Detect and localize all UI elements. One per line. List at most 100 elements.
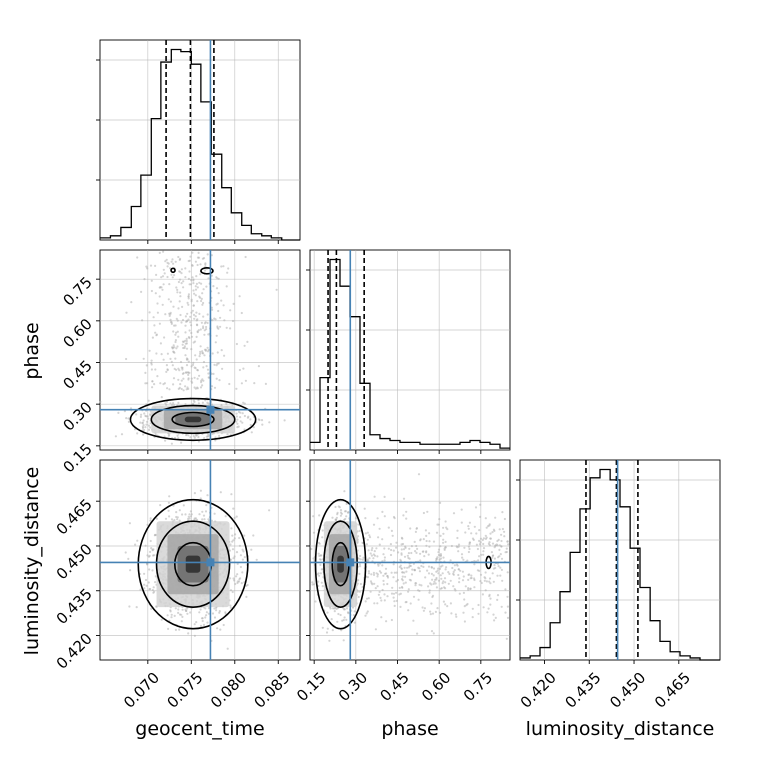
sample-point — [320, 554, 323, 557]
sample-point — [243, 428, 246, 431]
sample-point — [359, 554, 362, 558]
sample-point — [437, 579, 441, 582]
sample-point — [467, 550, 470, 554]
sample-point — [498, 555, 501, 558]
sample-point — [193, 386, 196, 389]
sample-point — [168, 314, 171, 317]
sample-point — [185, 371, 188, 374]
sample-point — [176, 434, 179, 437]
sample-point — [331, 629, 334, 632]
sample-point — [443, 548, 446, 552]
sample-point — [400, 585, 404, 589]
sample-point — [154, 292, 157, 295]
sample-point — [163, 382, 166, 385]
sample-point — [173, 274, 176, 277]
sample-point — [433, 580, 436, 583]
sample-point — [432, 540, 436, 543]
sample-point — [430, 602, 433, 605]
sample-point — [163, 272, 166, 275]
sample-point — [410, 545, 413, 548]
sample-point — [249, 423, 252, 427]
sample-point — [147, 555, 151, 558]
sample-point — [184, 276, 187, 279]
sample-point — [205, 611, 208, 614]
sample-point — [447, 571, 450, 574]
y-tick-label: 0.30 — [59, 398, 95, 434]
sample-point — [412, 562, 415, 565]
sample-point — [215, 287, 219, 290]
sample-point — [346, 611, 350, 614]
sample-point — [250, 548, 253, 551]
sample-point — [382, 583, 385, 586]
sample-point — [439, 574, 442, 577]
sample-point — [395, 599, 398, 603]
sample-point — [401, 575, 404, 578]
x-tick-label: 0.070 — [120, 669, 163, 712]
sample-point — [467, 525, 470, 528]
sample-point — [372, 523, 376, 526]
sample-point — [400, 567, 403, 571]
sample-point — [156, 311, 159, 314]
sample-point — [245, 595, 248, 599]
sample-point — [436, 556, 439, 559]
sample-point — [461, 579, 465, 582]
contour-line — [171, 411, 215, 428]
sample-point — [237, 580, 241, 583]
2d-phase-luminosity_distance-frame — [309, 459, 511, 661]
sample-point — [199, 263, 202, 266]
sample-point — [407, 588, 410, 591]
sample-point — [220, 349, 223, 352]
sample-point — [318, 542, 321, 545]
sample-point — [401, 537, 404, 540]
sample-point — [321, 585, 324, 588]
sample-point — [206, 313, 209, 316]
sample-point — [359, 582, 362, 586]
sample-point — [151, 588, 154, 592]
sample-point — [407, 590, 410, 593]
sample-point — [412, 619, 415, 622]
sample-point — [195, 323, 199, 326]
sample-point — [479, 573, 483, 576]
sample-point — [343, 608, 346, 611]
sample-point — [226, 647, 229, 650]
sample-point — [428, 540, 431, 543]
sample-point — [399, 605, 402, 609]
sample-point — [180, 272, 183, 275]
sample-point — [312, 515, 315, 518]
sample-point — [395, 571, 398, 574]
sample-point — [409, 527, 412, 530]
sample-point — [503, 535, 506, 538]
sample-point — [186, 358, 189, 361]
sample-point — [169, 267, 172, 270]
sample-point — [216, 325, 219, 328]
sample-point — [180, 613, 183, 616]
sample-point — [369, 552, 372, 555]
x-tick-label: 0.30 — [335, 669, 371, 705]
sample-point — [468, 541, 471, 544]
sample-point — [498, 548, 501, 552]
sample-point — [473, 578, 476, 582]
sample-point — [203, 437, 206, 440]
sample-point — [439, 553, 442, 556]
sample-point — [155, 352, 158, 355]
sample-point — [457, 550, 460, 553]
sample-point — [213, 386, 217, 389]
sample-point — [181, 372, 184, 375]
sample-point — [149, 519, 152, 522]
sample-point — [189, 611, 192, 614]
sample-point — [419, 559, 422, 562]
sample-point — [194, 285, 197, 288]
sample-point — [334, 518, 337, 522]
sample-point — [189, 283, 193, 286]
sample-point — [450, 612, 453, 615]
sample-point — [152, 554, 155, 557]
sample-point — [202, 325, 205, 328]
sample-point — [230, 493, 233, 496]
sample-point — [154, 331, 157, 334]
sample-point — [487, 607, 490, 610]
sample-point — [178, 386, 181, 389]
sample-point — [177, 255, 180, 259]
sample-point — [181, 305, 184, 308]
sample-point — [242, 401, 245, 404]
sample-point — [213, 616, 217, 619]
